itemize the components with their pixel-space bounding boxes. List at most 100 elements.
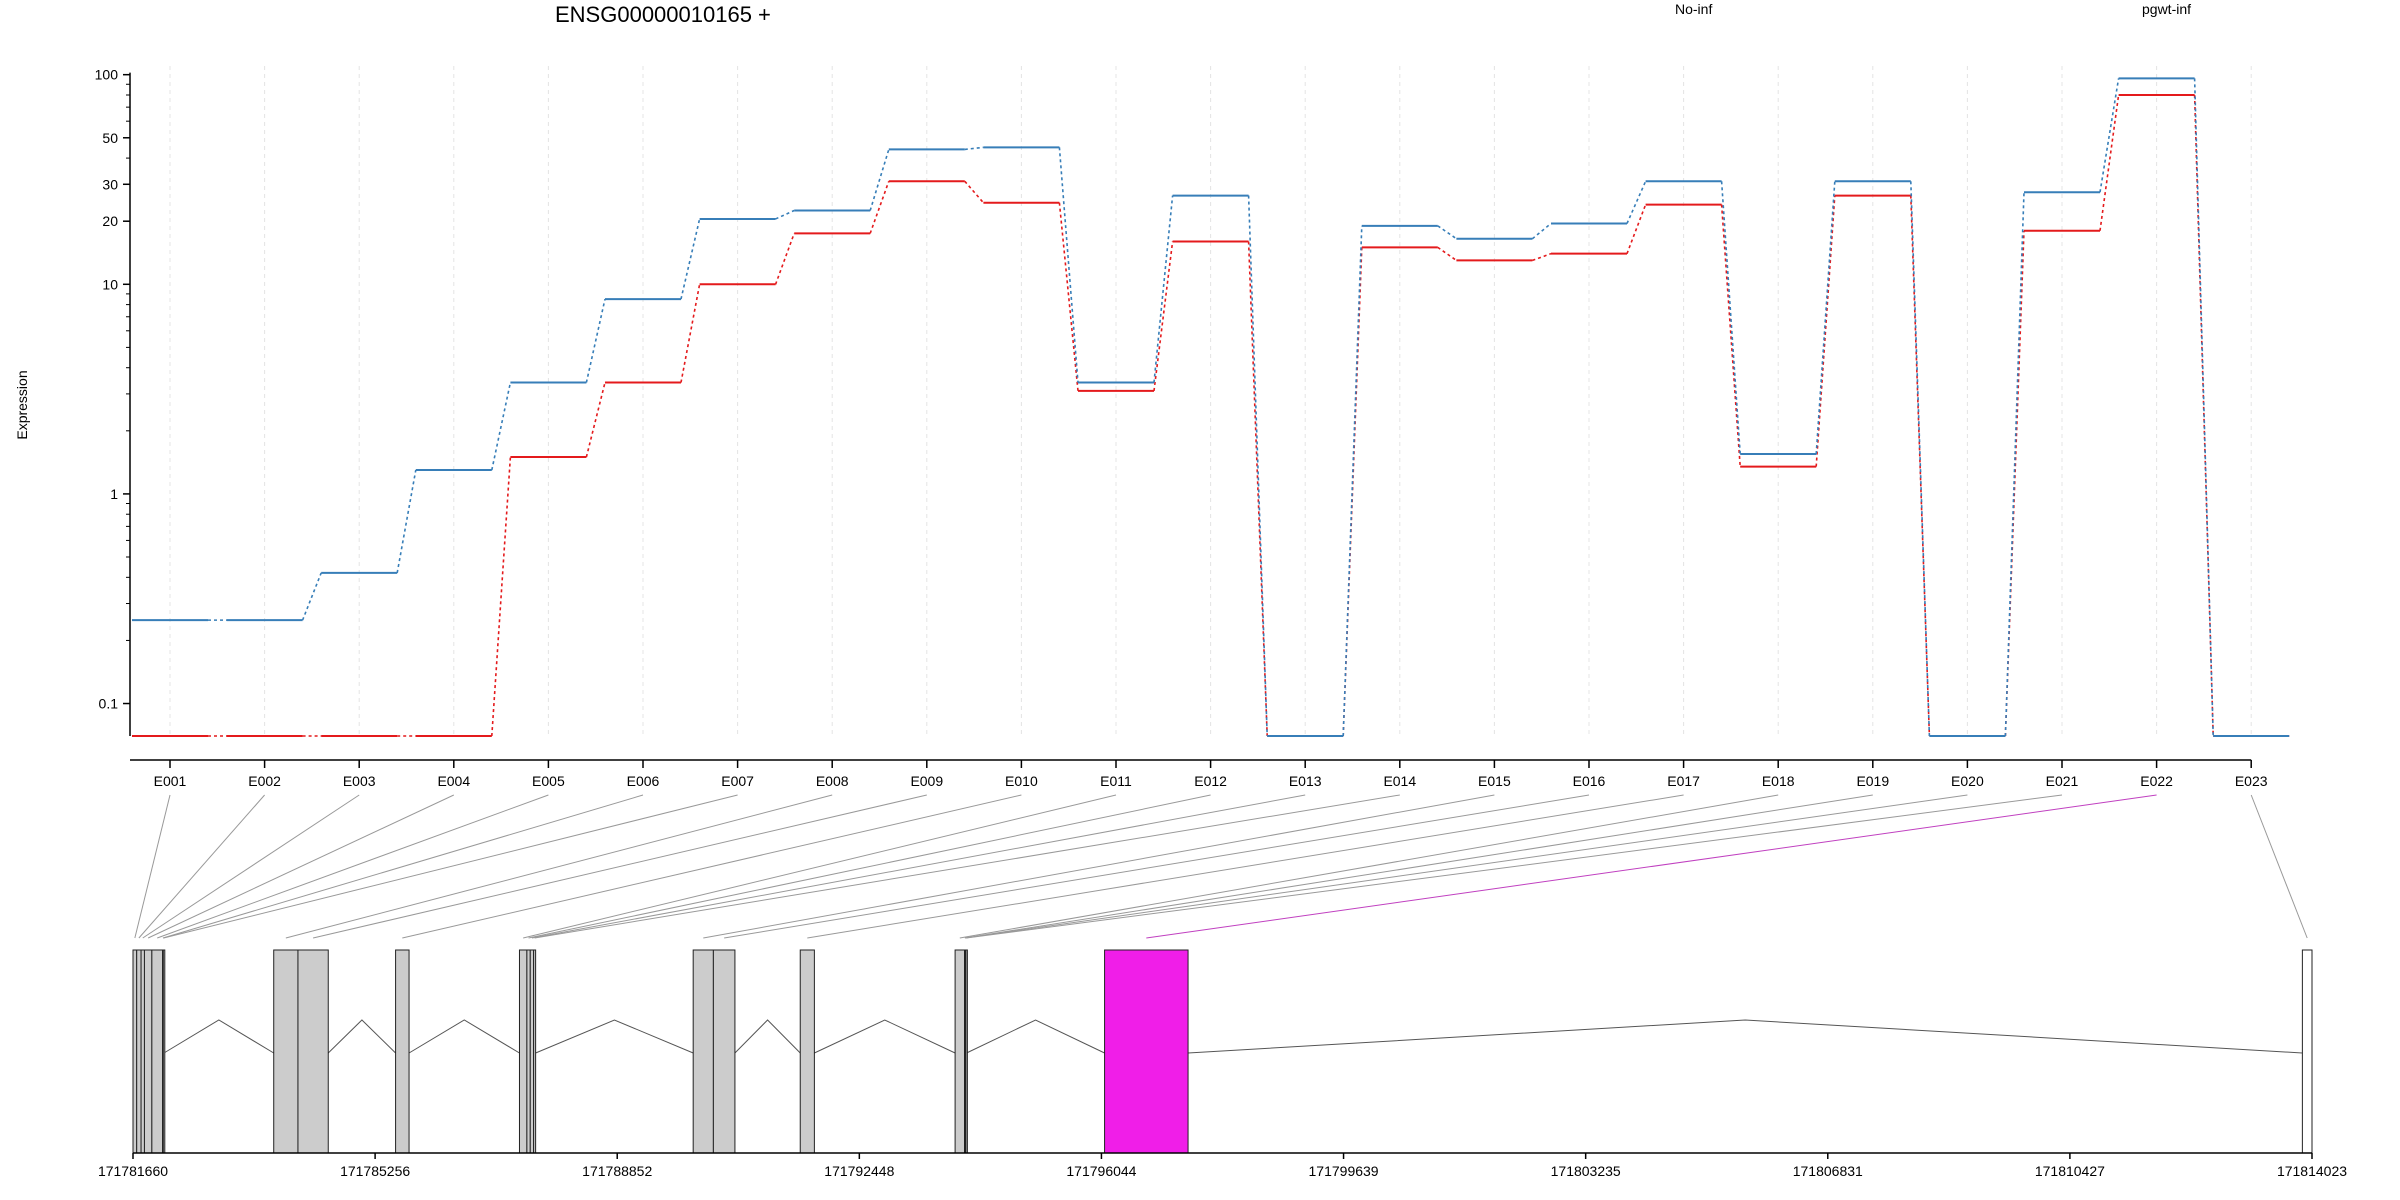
exon-connector — [964, 794, 1873, 939]
series-connector — [1437, 225, 1457, 240]
exon-connector — [531, 794, 1306, 939]
series-connector — [1531, 222, 1552, 240]
exon-box — [132, 949, 138, 1154]
exon-box — [2301, 949, 2313, 1154]
intron — [408, 1019, 520, 1054]
exon-connector — [528, 794, 1211, 939]
exon-box — [140, 949, 145, 1154]
exon-connector — [134, 794, 171, 939]
series-connector — [680, 284, 701, 383]
exon-box — [518, 949, 528, 1154]
exon-box — [965, 949, 968, 1154]
intron — [734, 1019, 801, 1054]
exon-connector — [402, 794, 1022, 939]
x-tick-label: E004 — [437, 773, 470, 789]
x-tick-label: E022 — [2140, 773, 2173, 789]
x-tick-label: E018 — [1762, 773, 1795, 789]
x-tick-label: E001 — [154, 773, 187, 789]
exon-box — [297, 949, 329, 1154]
x-tick-label: E019 — [1856, 773, 1889, 789]
intron — [163, 1019, 274, 1054]
series-connector — [964, 146, 984, 151]
intron — [966, 1019, 1105, 1054]
gene-title: ENSG00000010165 + — [555, 2, 771, 27]
x-tick-label: E006 — [627, 773, 660, 789]
exon-connector — [534, 794, 1400, 939]
series-connector — [491, 456, 512, 737]
exon-box — [1104, 949, 1189, 1154]
series-connector — [1153, 195, 1174, 383]
x-tick-label: E010 — [1005, 773, 1038, 789]
y-tick-label: 100 — [95, 67, 119, 83]
x-tick-label: E008 — [816, 773, 849, 789]
x-tick-label: E002 — [248, 773, 281, 789]
exon-connector — [157, 794, 549, 939]
series-connector — [1626, 180, 1647, 224]
exon-connector — [285, 794, 833, 939]
series-pgwt-inf — [132, 77, 2290, 737]
exon-axis: E001 E002 E003 E004 E005 E006 E007 E008 E009 E010… — [130, 759, 2268, 789]
series-connector — [1532, 252, 1552, 262]
genomic-tick-label: 171810427 — [2035, 1163, 2105, 1179]
grid-layer — [169, 66, 2252, 736]
series-connector — [2099, 94, 2120, 231]
exon-box — [526, 949, 531, 1154]
series-connector — [869, 181, 890, 234]
y-tick-label: 10 — [102, 276, 118, 292]
exon-connector — [703, 794, 1495, 939]
genomic-tick-label: 171806831 — [1793, 1163, 1863, 1179]
series-connector — [491, 382, 512, 471]
genomic-tick-label: 171788852 — [582, 1163, 652, 1179]
exon-connector — [147, 794, 455, 939]
intron — [327, 1019, 396, 1054]
series-connector — [1720, 181, 1741, 455]
exon-connector — [2250, 794, 2308, 939]
exon-connector — [142, 794, 360, 939]
exon-box — [162, 949, 166, 1154]
series-connector — [1153, 241, 1174, 392]
x-tick-label: E020 — [1951, 773, 1984, 789]
series-connector — [585, 382, 606, 458]
series-connector — [964, 180, 985, 204]
x-tick-label: E014 — [1383, 773, 1416, 789]
series-connector — [1437, 246, 1457, 262]
legend-label-pgwt-inf: pgwt-inf — [2142, 1, 2192, 17]
series-connector — [1058, 202, 1079, 391]
genomic-tick-label: 171785256 — [340, 1163, 410, 1179]
x-tick-label: E023 — [2235, 773, 2268, 789]
y-tick-label: 20 — [102, 213, 118, 229]
exon-connectors — [134, 794, 2308, 939]
exon-box — [954, 949, 966, 1154]
x-tick-label: E007 — [721, 773, 754, 789]
series-connector — [1815, 181, 1836, 455]
exon-connector — [959, 794, 1779, 939]
genomic-tick-label: 171796044 — [1066, 1163, 1136, 1179]
x-tick-label: E013 — [1289, 773, 1322, 789]
x-tick-label: E015 — [1478, 773, 1511, 789]
series-connector — [2193, 78, 2214, 737]
exon-box — [143, 949, 153, 1154]
exon-connector — [312, 794, 927, 939]
exon-connector — [807, 794, 1684, 939]
series-connector — [775, 209, 795, 220]
exon-connector — [162, 794, 644, 939]
series-connector — [1058, 147, 1079, 383]
genomic-tick-label: 171799639 — [1309, 1163, 1379, 1179]
exon-box — [712, 949, 736, 1154]
series-connector — [1247, 241, 1268, 737]
genomic-axis: 171781660 171785256 171788852 171792448 1717… — [98, 1152, 2347, 1179]
x-tick-label: E005 — [532, 773, 565, 789]
y-tick-label: 50 — [102, 130, 118, 146]
exon-box — [395, 949, 410, 1154]
exon-connector — [523, 794, 1117, 939]
series-connector — [680, 218, 701, 300]
series-connector — [1342, 225, 1363, 737]
genomic-tick-label: 171792448 — [824, 1163, 894, 1179]
x-tick-label: E016 — [1573, 773, 1606, 789]
gene-model — [132, 949, 2313, 1154]
series-connector — [301, 572, 322, 621]
x-tick-label: E012 — [1194, 773, 1227, 789]
genomic-tick-label: 171803235 — [1551, 1163, 1621, 1179]
x-tick-label: E011 — [1100, 773, 1132, 789]
